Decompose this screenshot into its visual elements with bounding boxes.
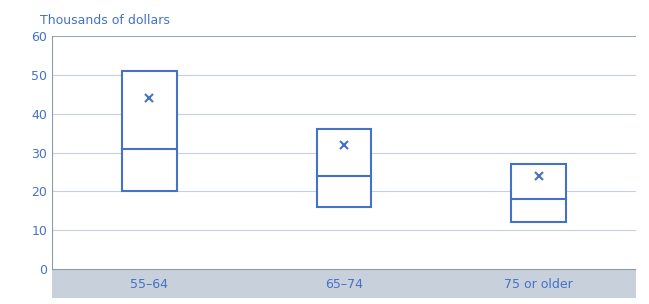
Text: 75 or older: 75 or older <box>504 278 573 291</box>
Text: 65–74: 65–74 <box>325 278 363 291</box>
Text: 55–64: 55–64 <box>130 278 168 291</box>
Text: Thousands of dollars: Thousands of dollars <box>40 14 170 27</box>
Bar <box>122 71 177 192</box>
Bar <box>511 164 566 223</box>
Bar <box>317 130 371 207</box>
